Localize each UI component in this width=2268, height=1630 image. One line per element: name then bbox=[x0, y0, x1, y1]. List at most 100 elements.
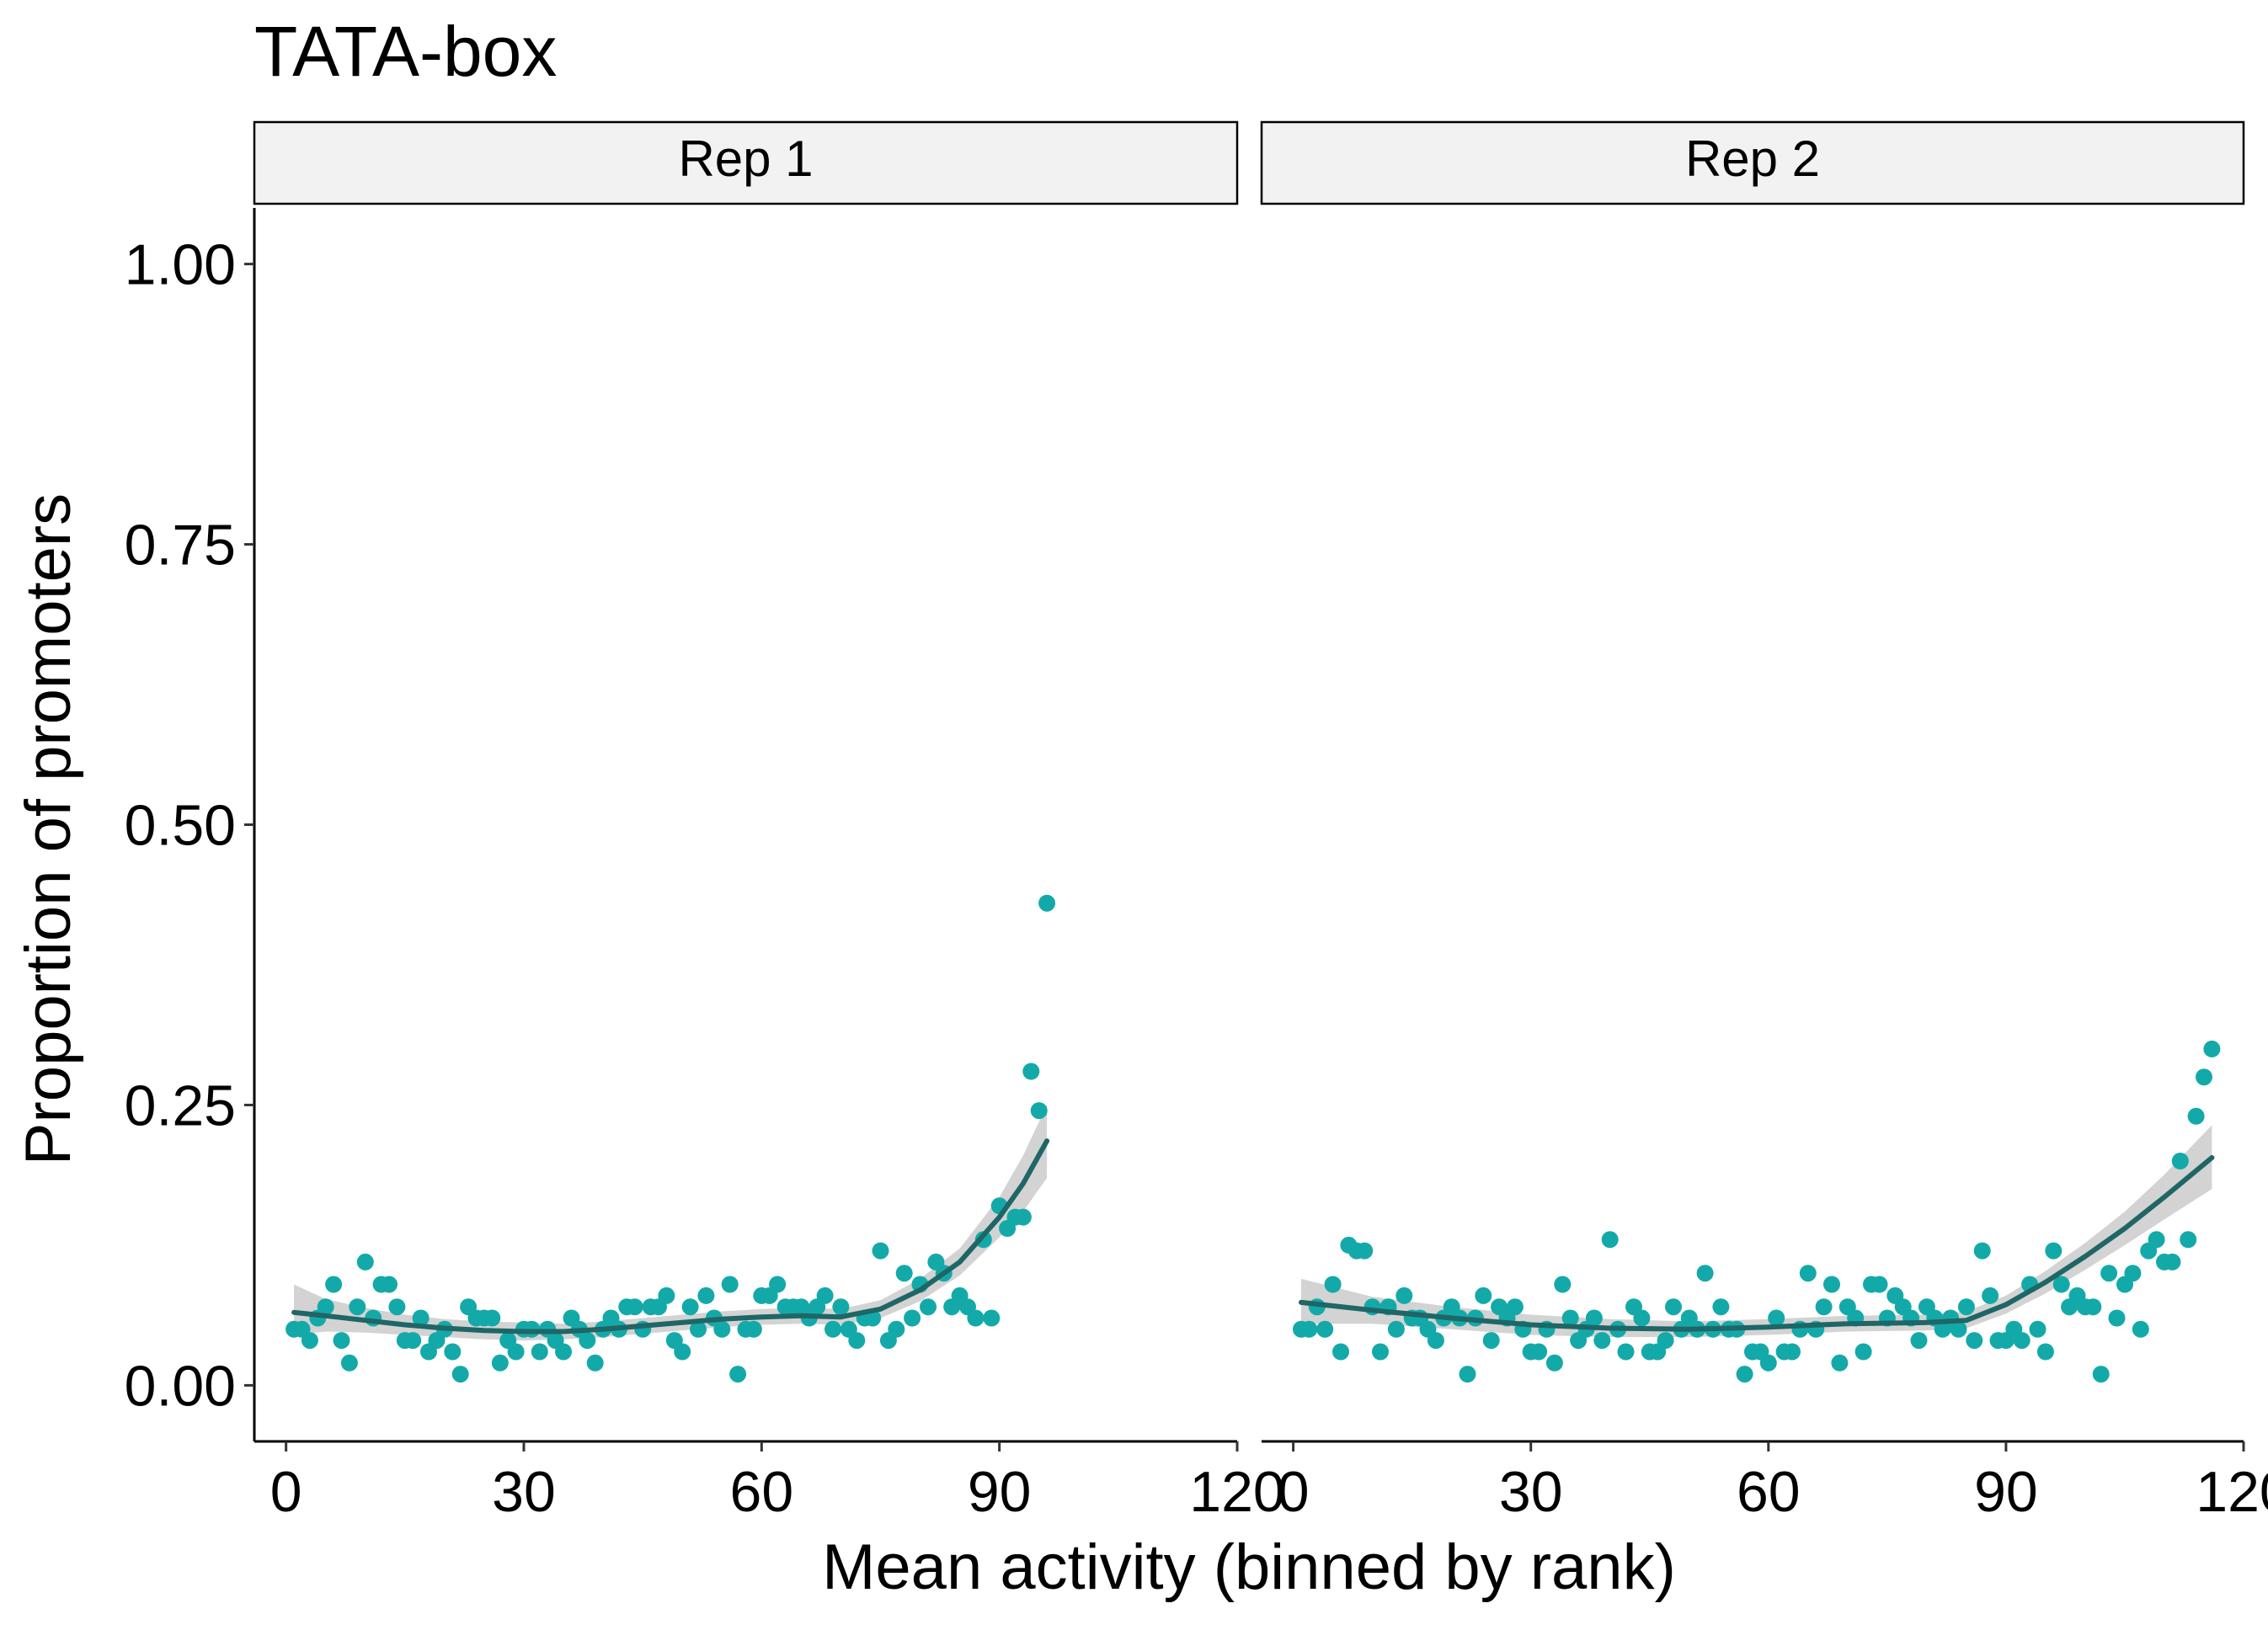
facet-strip-label: Rep 2 bbox=[1685, 131, 1820, 187]
data-point bbox=[483, 1309, 501, 1327]
data-point bbox=[1696, 1265, 1714, 1282]
x-tick-label: 90 bbox=[968, 1460, 1032, 1524]
data-point bbox=[626, 1298, 643, 1316]
data-point bbox=[1712, 1298, 1730, 1316]
x-tick-label: 120 bbox=[2196, 1460, 2268, 1524]
data-point bbox=[1823, 1276, 1840, 1293]
data-point bbox=[1657, 1332, 1674, 1350]
data-point bbox=[832, 1298, 850, 1316]
data-point bbox=[2148, 1231, 2165, 1249]
data-point bbox=[1554, 1276, 1572, 1293]
data-point bbox=[824, 1320, 841, 1338]
data-point bbox=[690, 1320, 707, 1338]
data-point bbox=[1759, 1354, 1777, 1372]
data-point bbox=[2100, 1265, 2118, 1282]
data-point bbox=[1784, 1343, 1801, 1361]
data-point bbox=[1966, 1332, 1983, 1350]
data-point bbox=[674, 1343, 691, 1361]
facet-panel: Rep 1 0 30 60 90 120 bbox=[253, 120, 1285, 1524]
data-point bbox=[404, 1332, 422, 1350]
data-point bbox=[974, 1231, 992, 1249]
data-point bbox=[744, 1320, 762, 1338]
data-point bbox=[1617, 1343, 1635, 1361]
data-point bbox=[713, 1320, 731, 1338]
data-point bbox=[381, 1276, 398, 1293]
data-point bbox=[1030, 1102, 1048, 1120]
data-point bbox=[1768, 1309, 1785, 1327]
facet-strip bbox=[253, 120, 1239, 205]
data-point bbox=[2029, 1320, 2047, 1338]
data-point bbox=[444, 1343, 462, 1361]
data-point bbox=[658, 1286, 675, 1304]
data-point bbox=[412, 1309, 430, 1327]
x-tick-label: 120 bbox=[1189, 1460, 1284, 1524]
x-tick-label: 30 bbox=[1499, 1460, 1563, 1524]
x-tick-label: 0 bbox=[1278, 1460, 1310, 1524]
data-point bbox=[1973, 1242, 1991, 1260]
data-point bbox=[325, 1276, 343, 1293]
y-tick-label: 0.50 bbox=[125, 794, 236, 858]
data-point bbox=[349, 1298, 366, 1316]
confidence-ribbon bbox=[1301, 1125, 2212, 1338]
data-point bbox=[1332, 1343, 1349, 1361]
data-point bbox=[1530, 1343, 1548, 1361]
data-point bbox=[1982, 1286, 1999, 1304]
data-point bbox=[579, 1332, 596, 1350]
data-point bbox=[586, 1354, 604, 1372]
data-point bbox=[2180, 1231, 2197, 1249]
data-point bbox=[2132, 1320, 2149, 1338]
data-point bbox=[729, 1366, 747, 1383]
facet-strip bbox=[1260, 120, 2245, 205]
data-point bbox=[333, 1332, 350, 1350]
data-point bbox=[1854, 1343, 1872, 1361]
data-point bbox=[1387, 1320, 1405, 1338]
data-point bbox=[1736, 1366, 1753, 1383]
data-point bbox=[816, 1286, 834, 1304]
data-point bbox=[1561, 1309, 1579, 1327]
data-point bbox=[2187, 1107, 2205, 1125]
data-point bbox=[451, 1366, 469, 1383]
data-point bbox=[1482, 1332, 1500, 1350]
data-point bbox=[697, 1286, 715, 1304]
data-point bbox=[507, 1343, 525, 1361]
data-point bbox=[356, 1253, 374, 1270]
data-point bbox=[1799, 1265, 1817, 1282]
data-point bbox=[388, 1298, 406, 1316]
smooth-trend-line bbox=[291, 1138, 1050, 1334]
data-point bbox=[1038, 894, 1056, 912]
data-point bbox=[2045, 1242, 2063, 1260]
data-point bbox=[1831, 1354, 1849, 1372]
data-point bbox=[1957, 1298, 1975, 1316]
data-point bbox=[2108, 1309, 2126, 1327]
y-tick-label: 1.00 bbox=[125, 233, 236, 297]
data-point bbox=[1665, 1298, 1682, 1316]
data-point bbox=[2171, 1153, 2189, 1169]
data-point bbox=[1324, 1276, 1342, 1293]
data-point bbox=[1815, 1298, 1833, 1316]
x-tick-label: 90 bbox=[1974, 1460, 2038, 1524]
data-point bbox=[769, 1276, 787, 1293]
data-point bbox=[1475, 1286, 1492, 1304]
smooth-trend-line bbox=[1299, 1155, 2215, 1332]
data-point bbox=[2036, 1343, 2054, 1361]
data-point bbox=[2092, 1366, 2110, 1383]
y-tick-label: 0.00 bbox=[125, 1354, 236, 1418]
data-point bbox=[1506, 1298, 1524, 1316]
data-point bbox=[1950, 1320, 1967, 1338]
data-point bbox=[2013, 1332, 2031, 1350]
y-axis-label: Proportion of promoters bbox=[13, 493, 84, 1165]
data-point bbox=[491, 1354, 509, 1372]
data-point bbox=[1014, 1208, 1032, 1226]
data-point bbox=[2164, 1253, 2181, 1270]
data-point bbox=[1633, 1309, 1651, 1327]
data-point bbox=[872, 1242, 889, 1260]
data-point bbox=[1870, 1276, 1888, 1293]
data-point bbox=[301, 1332, 318, 1350]
data-point bbox=[1022, 1063, 1040, 1080]
x-axis-label: Mean activity (binned by rank) bbox=[822, 1531, 1676, 1603]
x-tick-label: 0 bbox=[270, 1460, 302, 1524]
data-point bbox=[2124, 1265, 2142, 1282]
